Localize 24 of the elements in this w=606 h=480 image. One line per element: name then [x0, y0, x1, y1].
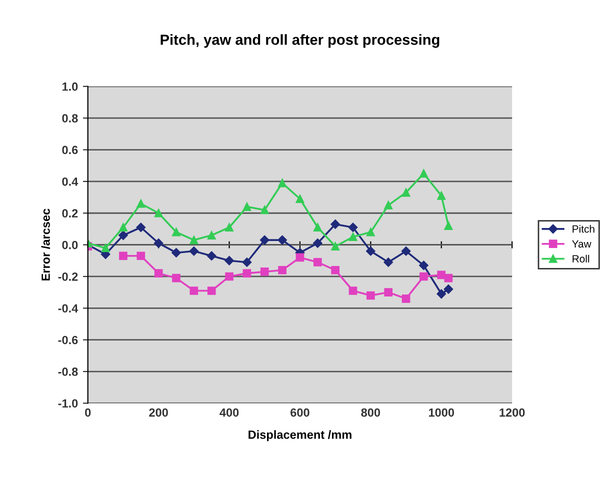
- y-tick-label: 0.8: [62, 114, 78, 122]
- y-axis-title: Error /arcsec: [41, 208, 50, 280]
- y-tick-label: -0.2: [58, 272, 78, 281]
- x-tick-label: 0: [85, 408, 91, 417]
- x-tick-label: 1000: [428, 408, 454, 417]
- y-tick-label: 0.0: [62, 240, 78, 250]
- y-tick-label: 0.4: [62, 177, 78, 186]
- x-tick-label: 400: [220, 408, 239, 417]
- x-tick-label: 800: [361, 408, 380, 417]
- x-tick-label: 600: [290, 408, 310, 417]
- x-tick-label: 1200: [500, 408, 525, 417]
- legend-label: Roll: [572, 254, 590, 263]
- x-tick-label: 200: [149, 408, 168, 417]
- y-tick-label: -0.6: [58, 336, 78, 344]
- legend-label: Yaw: [572, 240, 592, 248]
- y-tick-label: -1.0: [58, 399, 78, 408]
- y-tick-label: 0.6: [62, 146, 78, 154]
- x-axis-title: Displacement /mm: [248, 430, 352, 442]
- y-tick-label: -0.8: [58, 368, 78, 376]
- y-tick-label: -0.4: [58, 304, 78, 313]
- y-tick-label: 0.2: [62, 209, 78, 218]
- legend-label: Pitch: [572, 225, 594, 233]
- y-tick-label: 1.0: [62, 82, 78, 91]
- chart-title: Pitch, yaw and roll after post processing: [160, 34, 440, 48]
